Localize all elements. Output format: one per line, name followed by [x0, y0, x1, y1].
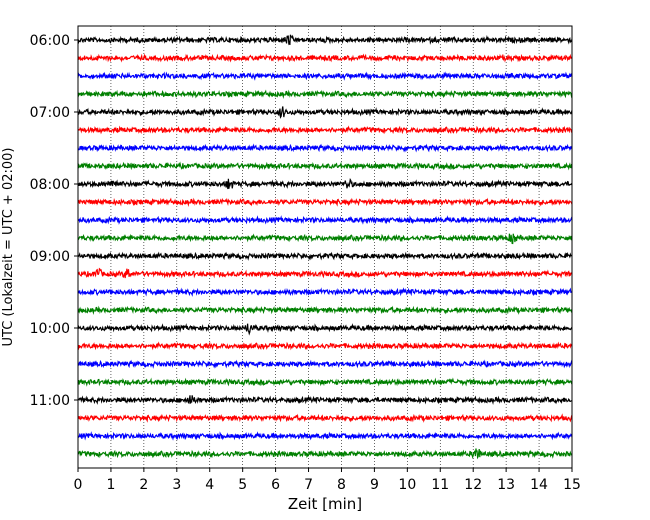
trace-1145 [77, 448, 573, 460]
trace-0900 [77, 251, 573, 261]
y-axis-ticks: 06:00 07:00 08:00 09:00 10:00 11:00 [30, 33, 78, 409]
x-tick-label: 0 [74, 477, 83, 493]
trace-0645 [77, 89, 573, 99]
trace-0915 [77, 267, 573, 279]
y-tick-label: 08:00 [30, 177, 70, 193]
x-tick-label: 6 [271, 477, 280, 493]
x-tick-label: 13 [497, 477, 515, 493]
y-tick-label: 11:00 [30, 393, 70, 409]
x-tick-label: 15 [563, 477, 581, 493]
trace-0845 [77, 233, 573, 245]
seismic-traces [77, 34, 573, 460]
y-axis-label: UTC (Lokalzeit = UTC + 02:00) [1, 148, 16, 347]
trace-0800 [77, 178, 573, 190]
y-tick-label: 09:00 [30, 249, 70, 265]
x-tick-label: 1 [106, 477, 115, 493]
trace-0815 [77, 197, 573, 207]
trace-1000 [77, 323, 573, 336]
trace-0930 [77, 287, 573, 297]
trace-0615 [77, 53, 573, 63]
x-tick-label: 2 [139, 477, 148, 493]
trace-1030 [77, 359, 573, 369]
x-tick-label: 8 [337, 477, 346, 493]
trace-0700 [77, 106, 573, 119]
x-tick-label: 7 [304, 477, 313, 493]
x-tick-label: 10 [398, 477, 416, 493]
y-tick-label: 10:00 [30, 321, 70, 337]
trace-1045 [77, 377, 573, 387]
x-axis-ticks: 0 1 2 3 4 5 6 7 8 9 10 11 12 13 14 15 [74, 468, 581, 493]
y-tick-label: 07:00 [30, 105, 70, 121]
trace-0600 [77, 34, 573, 46]
x-tick-label: 11 [431, 477, 449, 493]
x-axis-label: Zeit [min] [288, 495, 362, 513]
trace-0745 [77, 161, 573, 171]
trace-0830 [77, 215, 573, 225]
trace-1015 [77, 341, 573, 351]
x-tick-label: 9 [370, 477, 379, 493]
trace-1100 [77, 395, 573, 405]
plot-frame [77, 25, 573, 469]
trace-0945 [77, 305, 573, 315]
trace-0730 [77, 143, 573, 153]
trace-1115 [77, 413, 573, 423]
trace-0630 [77, 71, 573, 81]
trace-0715 [77, 125, 573, 135]
x-tick-label: 5 [238, 477, 247, 493]
x-tick-label: 14 [530, 477, 548, 493]
x-tick-label: 3 [172, 477, 181, 493]
x-tick-label: 12 [464, 477, 482, 493]
y-tick-label: 06:00 [30, 33, 70, 49]
trace-1130 [77, 431, 573, 441]
x-tick-label: 4 [205, 477, 214, 493]
